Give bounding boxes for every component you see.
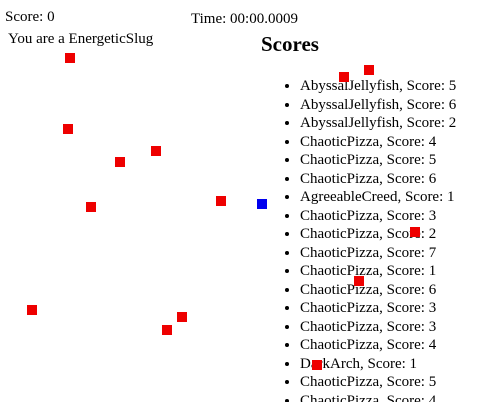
scoreboard-entry: AgreeableCreed, Score: 1: [300, 188, 481, 207]
scoreboard-entry: AbyssalJellyfish, Score: 6: [300, 96, 481, 115]
food-pellet: [354, 276, 364, 286]
scoreboard-entry: ChaoticPizza, Score: 3: [300, 318, 481, 337]
food-pellet: [151, 146, 161, 156]
food-pellet: [65, 53, 75, 63]
food-pellet: [177, 312, 187, 322]
scoreboard-entry: ChaoticPizza, Score: 3: [300, 207, 481, 226]
scoreboard-entry: ChaoticPizza, Score: 2: [300, 225, 481, 244]
scoreboard-entry: ChaoticPizza, Score: 6: [300, 170, 481, 189]
scoreboard-entry: AbyssalJellyfish, Score: 2: [300, 114, 481, 133]
food-pellet: [216, 196, 226, 206]
scoreboard-entry: ChaoticPizza, Score: 7: [300, 244, 481, 263]
scoreboard-entry: ChaoticPizza, Score: 3: [300, 299, 481, 318]
food-pellet: [115, 157, 125, 167]
scoreboard-entry: ChaoticPizza, Score: 4: [300, 133, 481, 152]
scoreboard-entry: ChaoticPizza, Score: 4: [300, 336, 481, 355]
food-pellet: [339, 72, 349, 82]
scoreboard: Scores AbyssalJellyfish, Score: 5 Abyssa…: [261, 32, 481, 402]
time-label: Time: 00:00.0009: [191, 11, 298, 27]
scoreboard-entry: ChaoticPizza, Score: 6: [300, 281, 481, 300]
scoreboard-entry: ChaoticPizza, Score: 5: [300, 373, 481, 392]
scoreboard-list: AbyssalJellyfish, Score: 5 AbyssalJellyf…: [260, 77, 481, 402]
scoreboard-entry: ChaoticPizza, Score: 4: [300, 392, 481, 402]
food-pellet: [27, 305, 37, 315]
player-identity-label: You are a EnergeticSlug: [8, 31, 154, 47]
food-pellet: [410, 227, 420, 237]
food-pellet: [162, 325, 172, 335]
scoreboard-entry: DarkArch, Score: 1: [300, 355, 481, 374]
scoreboard-title: Scores: [261, 32, 319, 56]
player-slug: [257, 199, 267, 209]
scoreboard-entry: AbyssalJellyfish, Score: 5: [300, 77, 481, 96]
food-pellet: [364, 65, 374, 75]
food-pellet: [63, 124, 73, 134]
scoreboard-entry: ChaoticPizza, Score: 1: [300, 262, 481, 281]
food-pellet: [312, 360, 322, 370]
food-pellet: [86, 202, 96, 212]
scoreboard-entry: ChaoticPizza, Score: 5: [300, 151, 481, 170]
score-label: Score: 0: [5, 9, 55, 25]
